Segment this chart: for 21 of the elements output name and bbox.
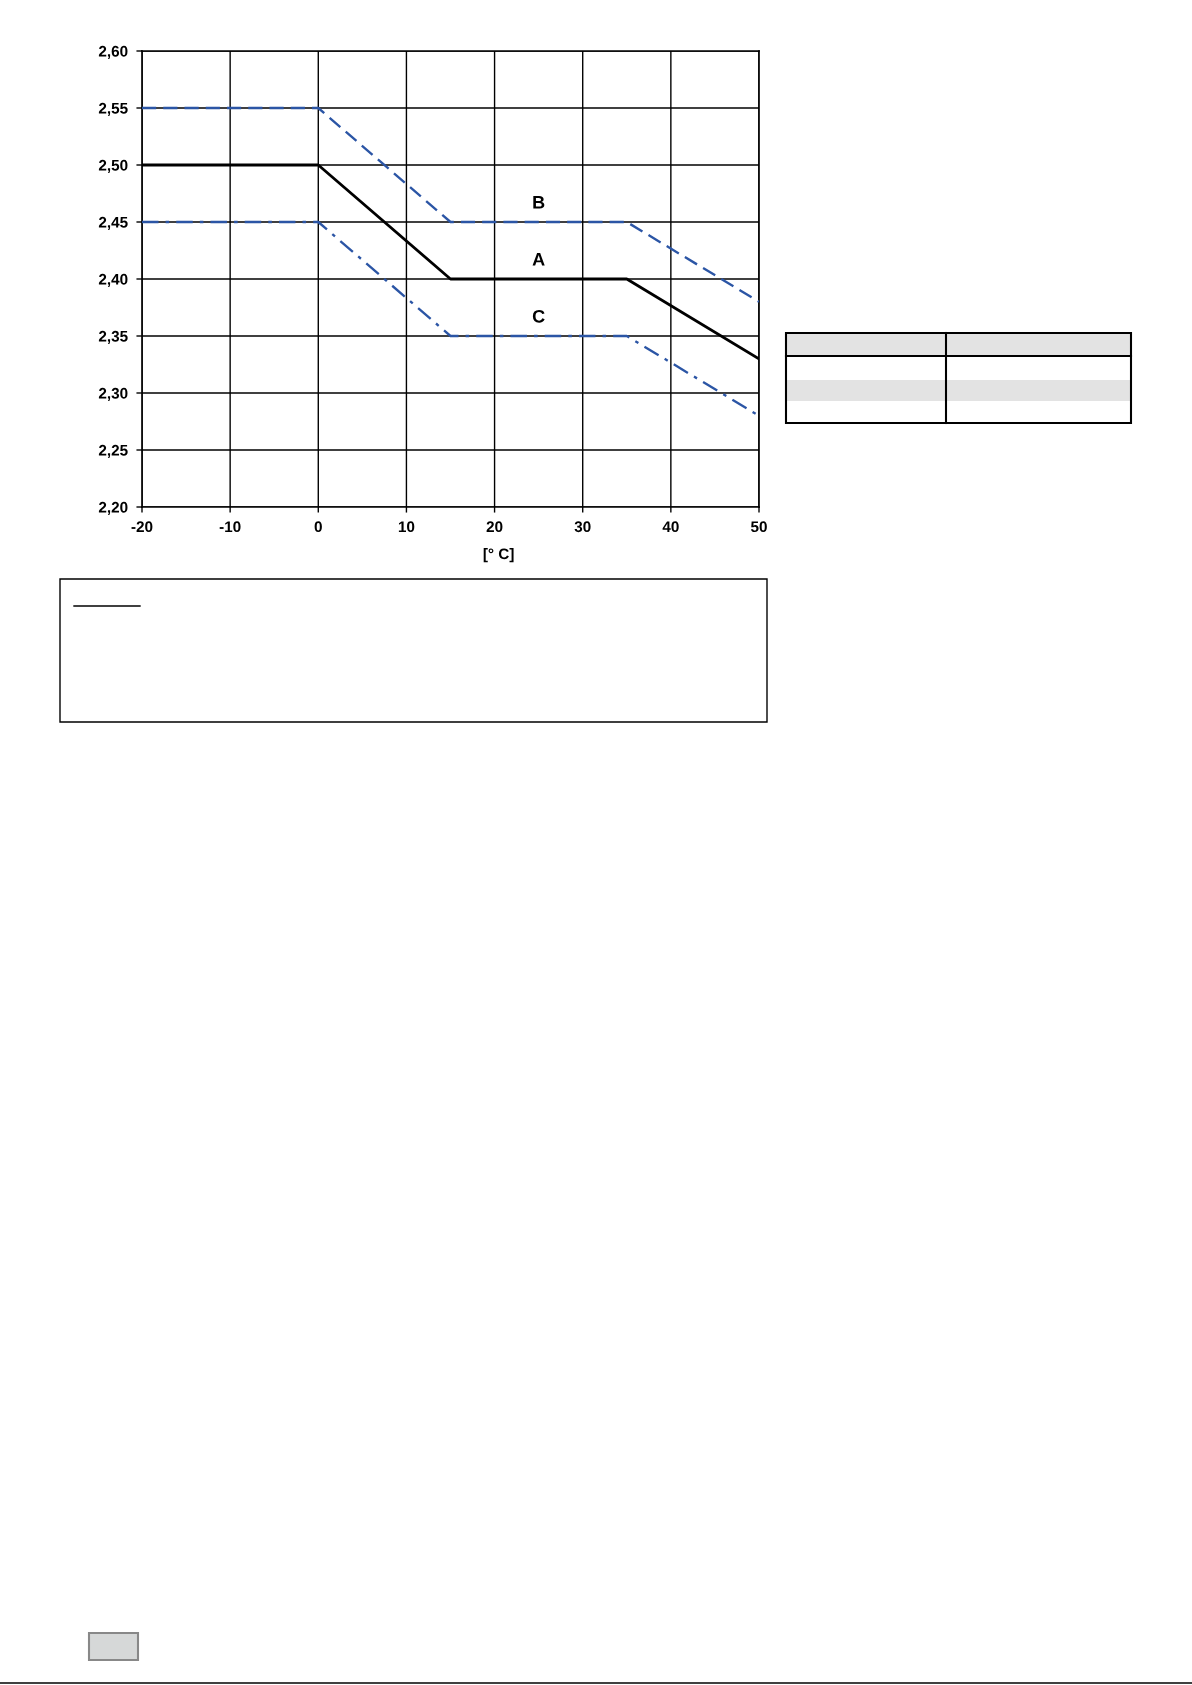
y-tick-label: 2,30 <box>98 387 128 401</box>
series-label: C <box>532 309 545 323</box>
y-tick-label: 2,35 <box>98 330 128 344</box>
x-tick-label: 0 <box>314 521 322 533</box>
y-tick-label: 2,50 <box>98 159 128 173</box>
series-label: B <box>533 196 545 209</box>
y-tick-label: 2,20 <box>98 501 128 515</box>
y-tick-label: 2,25 <box>98 444 128 458</box>
y-tick-label: 2,45 <box>98 216 128 230</box>
series-label: A <box>532 253 545 266</box>
x-tick-label: 30 <box>574 521 591 533</box>
x-tick-label: -10 <box>219 521 241 533</box>
y-tick-label: 2,40 <box>98 273 128 287</box>
x-tick-label: 40 <box>662 521 679 533</box>
x-tick-label: 20 <box>486 521 503 533</box>
y-tick-label: 2,55 <box>98 102 128 116</box>
y-tick-label: 2,60 <box>98 45 128 59</box>
x-tick-label: -20 <box>131 521 153 533</box>
x-axis-title: [° C] <box>483 548 514 563</box>
x-tick-label: 50 <box>750 521 767 533</box>
x-tick-label: 10 <box>398 521 415 533</box>
